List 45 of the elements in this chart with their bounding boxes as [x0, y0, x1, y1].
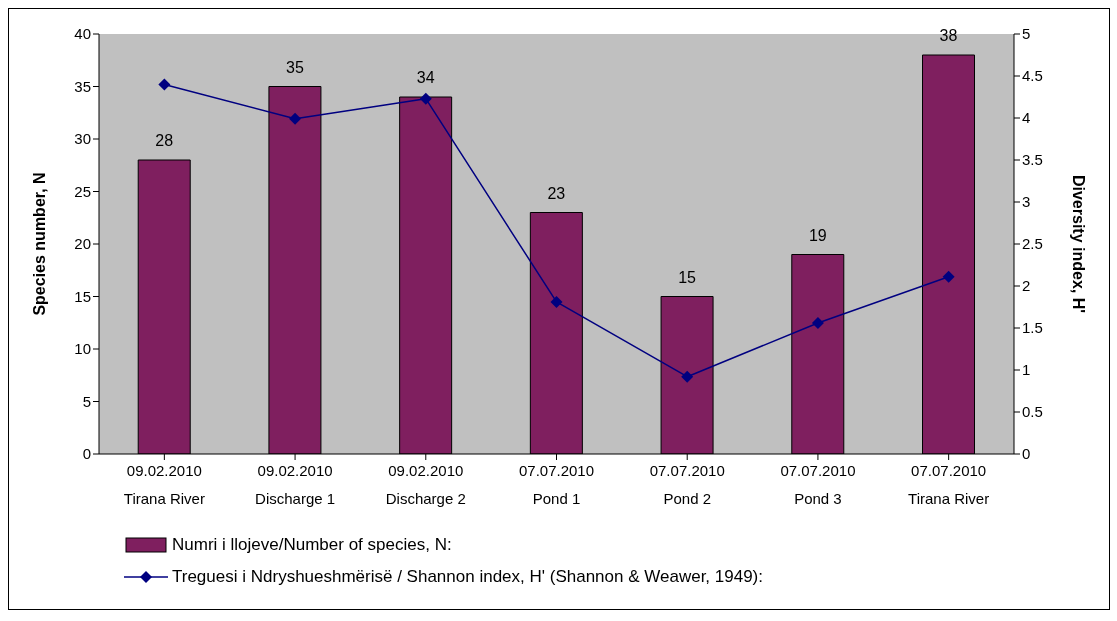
y-tick-label: 0 — [82, 445, 91, 463]
y-axis-title: Species number, N — [30, 172, 48, 316]
y-tick-label: 20 — [74, 235, 91, 253]
x-tick-label: 09.02.2010 Tirana River — [123, 462, 205, 507]
y2-tick-label: 0.5 — [1022, 403, 1043, 421]
y-tick-label: 35 — [74, 77, 91, 95]
y2-tick-label: 2 — [1022, 277, 1031, 295]
y2-tick-label: 0 — [1022, 445, 1031, 463]
data-label: 15 — [678, 268, 697, 286]
y2-tick-label: 1.5 — [1022, 319, 1043, 337]
point — [289, 112, 302, 125]
point — [811, 316, 824, 329]
y2-tick-label: 4.5 — [1022, 67, 1043, 85]
y-tick-label: 40 — [74, 25, 91, 43]
y2-tick-label: 3 — [1022, 193, 1031, 211]
legend-label: Numri i llojeve/Number of species, N: — [172, 534, 452, 556]
x-tick-label: 07.07.2010 Pond 1 — [518, 462, 595, 507]
x-tick-label: 07.07.2010 Pond 2 — [649, 462, 725, 507]
y-tick-label: 25 — [74, 182, 91, 200]
point — [550, 295, 563, 308]
x-tick-label: 09.02.2010 Discharge 2 — [385, 462, 466, 507]
data-label: 19 — [808, 226, 827, 244]
y-tick-label: 5 — [82, 392, 91, 410]
y2-tick-label: 4 — [1022, 109, 1031, 127]
point — [158, 78, 171, 91]
x-tick-label: 07.07.2010 Pond 3 — [780, 462, 856, 507]
data-label: 28 — [155, 132, 174, 149]
point — [681, 370, 694, 383]
x-tick-label: 09.02.2010 Discharge 1 — [255, 462, 336, 507]
x-tick-label: 07.07.2010 Tirana River — [908, 462, 990, 507]
point — [942, 270, 955, 283]
y-tick-label: 15 — [74, 287, 91, 305]
data-label: 38 — [939, 27, 958, 44]
data-label: 23 — [547, 184, 566, 202]
y-tick-label: 10 — [74, 340, 91, 358]
y2-tick-label: 5 — [1022, 25, 1031, 43]
y2-tick-label: 3.5 — [1022, 151, 1043, 169]
y2-tick-label: 1 — [1022, 361, 1031, 379]
y-tick-label: 30 — [74, 130, 91, 148]
data-label: 35 — [286, 58, 304, 76]
legend-label: Treguesi i Ndryshueshmërisë / Shannon index, H' (Shannon & Weawer, 1949): — [172, 566, 764, 588]
y2-tick-label: 2.5 — [1022, 235, 1043, 253]
data-label: 34 — [416, 69, 435, 86]
y2-axis-title: Diversity index, H' — [1070, 174, 1088, 314]
point — [419, 92, 432, 105]
